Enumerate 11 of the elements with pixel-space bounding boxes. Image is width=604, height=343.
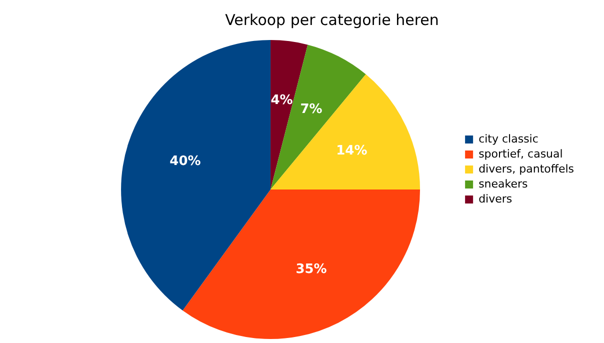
legend-label: city classic	[478, 132, 538, 146]
legend-label: divers, pantoffels	[478, 162, 574, 176]
data-label: 35%	[296, 262, 327, 277]
data-label: 40%	[170, 154, 201, 170]
legend-label: divers	[478, 192, 512, 206]
legend-label: sportief, casual	[478, 147, 563, 160]
legend-label: sneakers	[478, 177, 528, 190]
chart-title: Verkoop per categorie heren	[225, 10, 439, 29]
data-label: 14%	[336, 144, 368, 159]
data-label: 7%	[300, 102, 322, 117]
data-label: 4%	[270, 92, 293, 108]
